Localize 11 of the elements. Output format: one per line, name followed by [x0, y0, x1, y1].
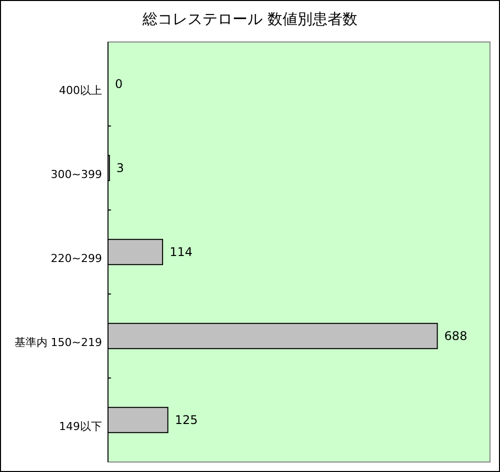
y-tick-label: 基準内 150~219	[14, 336, 102, 349]
y-tick-label: 220~299	[50, 252, 102, 265]
y-tick-label: 400以上	[59, 84, 102, 97]
data-label: 125	[174, 413, 198, 427]
chart-title: 総コレステロール 数値別患者数	[142, 10, 358, 28]
y-tick-label: 300~399	[50, 168, 102, 181]
y-tick-label: 149以下	[59, 420, 102, 433]
data-label: 3	[116, 161, 124, 175]
data-label: 688	[444, 329, 468, 343]
data-label: 0	[115, 77, 123, 91]
data-label: 114	[170, 245, 192, 259]
